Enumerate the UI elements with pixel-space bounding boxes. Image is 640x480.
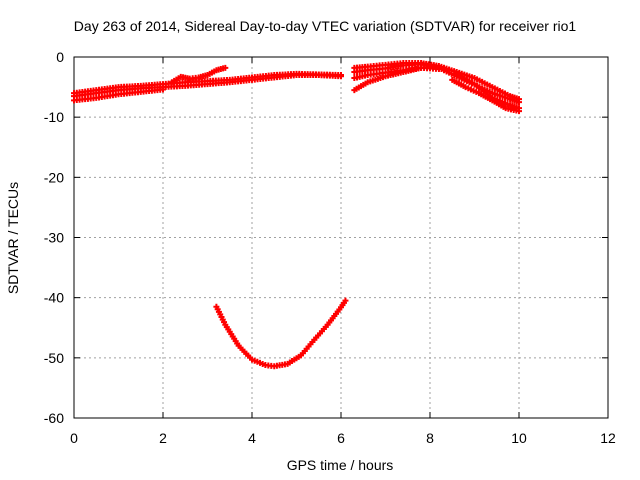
data-point xyxy=(222,64,229,71)
x-tick-label: 6 xyxy=(337,430,345,446)
data-point xyxy=(435,66,442,73)
y-tick-label: -60 xyxy=(44,410,64,426)
x-tick-label: 4 xyxy=(248,430,256,446)
x-tick-label: 10 xyxy=(511,430,527,446)
y-tick-label: -10 xyxy=(44,109,64,125)
series-arc-c xyxy=(71,86,166,104)
data-point xyxy=(338,72,344,79)
series-arc-i xyxy=(351,64,425,94)
y-tick-label: -40 xyxy=(44,290,64,306)
x-tick-label: 2 xyxy=(159,430,167,446)
chart-title: Day 263 of 2014, Sidereal Day-to-day VTE… xyxy=(74,18,577,34)
tick-labels: 0 2 4 6 8 10 12 0 -10 -20 -30 -40 -50 -60 xyxy=(44,49,616,446)
x-tick-label: 0 xyxy=(70,430,78,446)
y-tick-label: -30 xyxy=(44,230,64,246)
y-tick-label: 0 xyxy=(56,49,64,65)
axis-ticks xyxy=(73,56,609,419)
data-point xyxy=(418,64,425,71)
data-point xyxy=(160,86,166,93)
x-tick-label: 12 xyxy=(600,430,616,446)
series-arc-d xyxy=(168,64,229,86)
grid xyxy=(74,57,608,418)
data-point xyxy=(342,297,349,304)
series-arc-e xyxy=(213,297,349,370)
y-tick-label: -50 xyxy=(44,350,64,366)
y-tick-label: -20 xyxy=(44,169,64,185)
series-arc-k xyxy=(453,70,522,112)
data-point xyxy=(516,99,522,106)
series-arc-b xyxy=(71,70,344,97)
data-marks xyxy=(71,60,522,370)
data-point xyxy=(516,105,522,112)
y-axis-label: SDTVAR / TECUs xyxy=(5,182,21,294)
x-axis-label: GPS time / hours xyxy=(287,457,394,473)
x-tick-label: 8 xyxy=(426,430,434,446)
